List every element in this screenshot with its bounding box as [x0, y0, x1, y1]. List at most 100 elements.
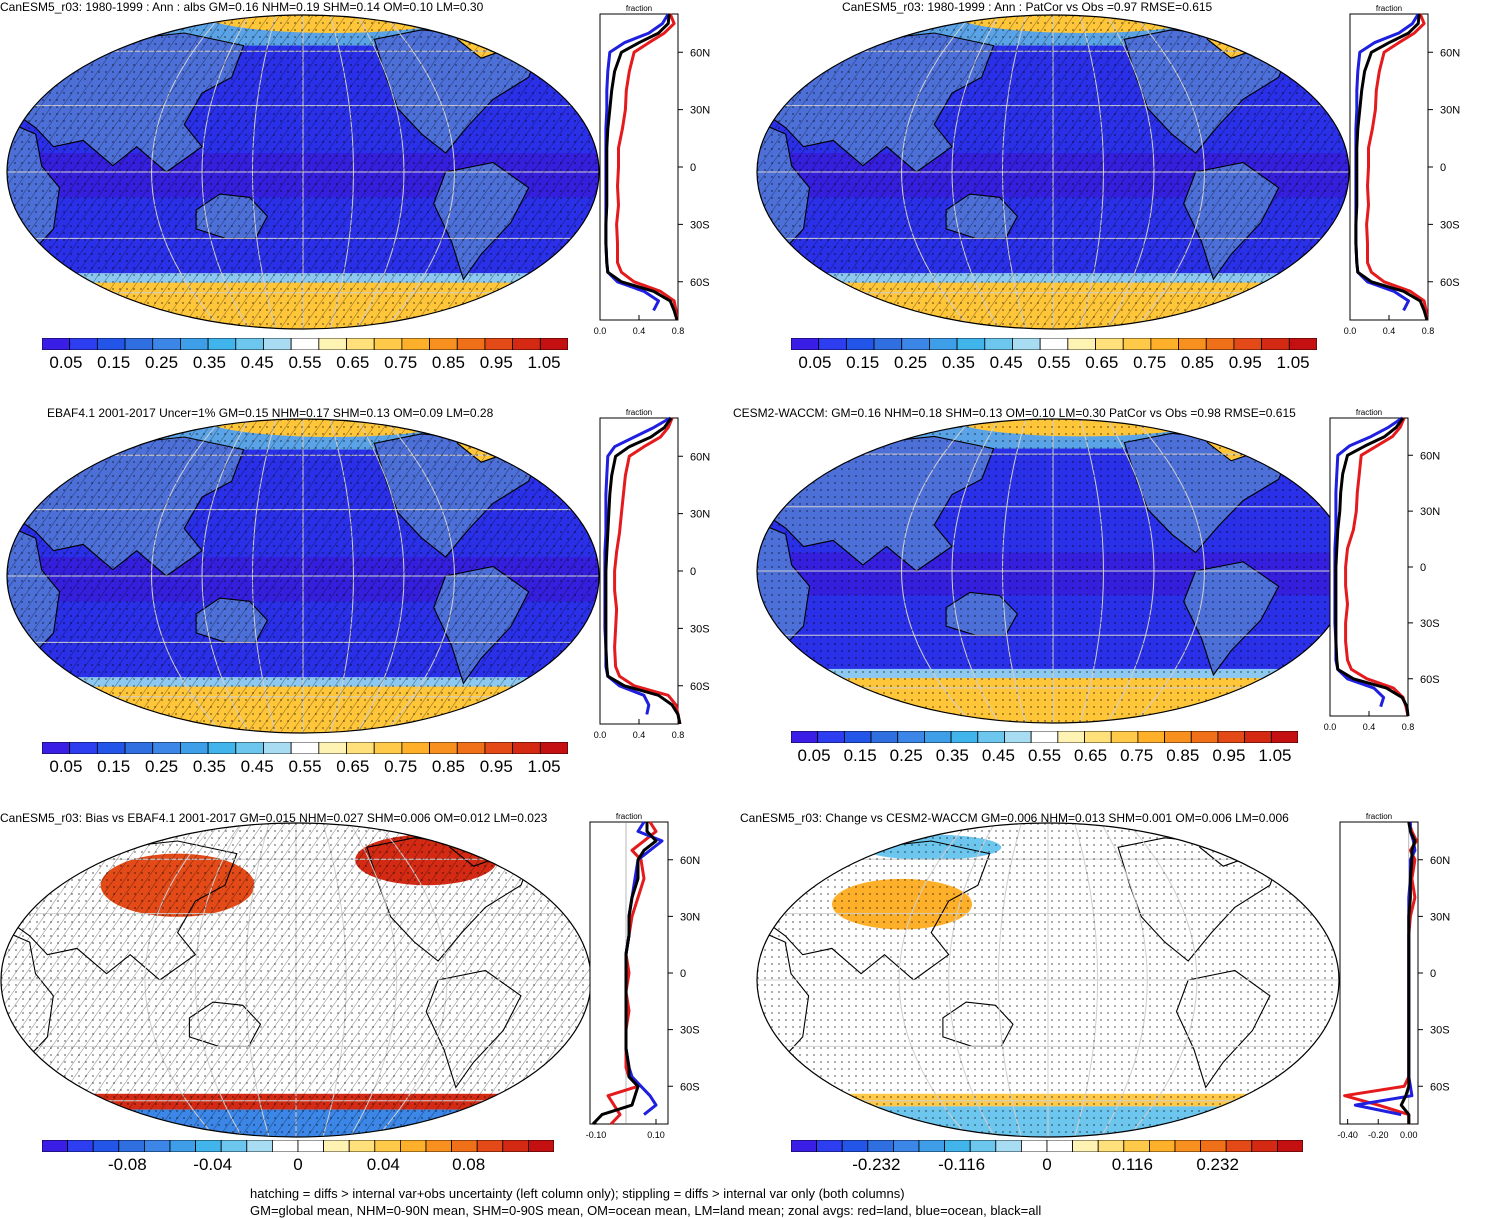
- colorbar-box: [180, 742, 209, 754]
- zonal-ytick-label: 60N: [1430, 855, 1450, 867]
- colorbar-tick-label: 0.95: [1228, 353, 1262, 372]
- zonal-xlabel: fraction: [1366, 812, 1392, 821]
- colorbar-box: [1110, 731, 1139, 743]
- colorbar-box: [124, 338, 154, 350]
- colorbar-box: [1288, 338, 1317, 350]
- colorbar-box: [401, 338, 430, 350]
- colorbar-labels-3: 0.05 0.15 0.25 0.35 0.45 0.55 0.65 0.75 0.85 0.95…: [42, 757, 568, 779]
- colorbar-box: [1164, 731, 1192, 743]
- colorbar-box: [1200, 1140, 1227, 1152]
- colorbar-tick-label: 0: [293, 1155, 303, 1174]
- zonal-xtick-label: -0.20: [1368, 1130, 1389, 1140]
- colorbar-box: [1178, 338, 1207, 350]
- colorbar-tick-label: 0.85: [1180, 353, 1214, 372]
- colorbar-box: [1225, 1140, 1253, 1152]
- colorbar-box: [893, 1140, 920, 1152]
- zonal-ytick-label: 60S: [680, 1081, 700, 1093]
- panel-title-1: CanESM5_r03: 1980-1999 : Ann : albs GM=0…: [0, 0, 484, 14]
- colorbar-box: [1190, 731, 1219, 743]
- colorbar-tick-label: 0.45: [981, 746, 1015, 765]
- colorbar-tick-label: 0.75: [384, 757, 418, 776]
- colorbar-box: [348, 1140, 376, 1152]
- colorbar-tick-label: -0.08: [107, 1155, 147, 1174]
- zonal-ytick-label: 0: [1430, 968, 1436, 980]
- colorbar-box: [924, 731, 952, 743]
- colorbar-box: [1174, 1140, 1202, 1152]
- zonal-ytick-label: 60S: [690, 681, 710, 693]
- colorbar-tick-label: 0.95: [479, 353, 513, 372]
- colorbar-box: [42, 742, 71, 754]
- zonal-xlabel: fraction: [626, 4, 652, 13]
- colorbar-box: [1123, 1140, 1150, 1152]
- zonal-plot-6: fraction 60N 30N 0 30S 60S -0.40 -0.20 0.00: [1337, 812, 1450, 1140]
- zonal-series-land: [615, 13, 679, 321]
- colorbar-tick-label: 0.35: [192, 757, 226, 776]
- colorbar-box: [484, 742, 514, 754]
- change-positive-region: [796, 1093, 856, 1107]
- colorbar-box: [246, 1140, 273, 1152]
- zonal-series-land: [1344, 417, 1410, 717]
- zonal-ytick-label: 60N: [680, 855, 700, 867]
- colorbar-tick-label: 0.05: [49, 353, 83, 372]
- colorbar-box: [323, 1140, 350, 1152]
- colorbar-tick-label: 0.15: [97, 353, 131, 372]
- colorbar-tick-label: 0.45: [240, 353, 274, 372]
- zonal-series-all: [1334, 417, 1410, 717]
- colorbar-box: [484, 338, 514, 350]
- zonal-xtick-label: 0.8: [672, 326, 685, 336]
- map-panel-6: [756, 822, 1340, 1138]
- zonal-ytick-label: 0: [680, 968, 686, 980]
- zonal-xlabel: fraction: [1356, 408, 1382, 417]
- zonal-series-all: [591, 822, 658, 1126]
- zonal-ytick-label: 60S: [1420, 674, 1440, 686]
- colorbar-box: [429, 742, 458, 754]
- colorbar-tick-label: 0.15: [843, 746, 877, 765]
- zonal-xtick-label: 0.4: [1363, 722, 1376, 732]
- colorbar-tick-label: 0.55: [1037, 353, 1071, 372]
- colorbar-box: [818, 338, 847, 350]
- map-outline: [756, 822, 1340, 1138]
- colorbar-box: [1084, 731, 1112, 743]
- colorbar-tick-label: 0: [1042, 1155, 1052, 1174]
- colorbar-box: [180, 338, 209, 350]
- zonal-series-all: [604, 13, 679, 321]
- colorbar-box: [995, 1140, 1022, 1152]
- colorbar-tick-label: 0.75: [384, 353, 418, 372]
- colorbar-box: [1004, 731, 1032, 743]
- colorbar-box: [1150, 338, 1179, 350]
- colorbar-1: [42, 338, 568, 350]
- zonal-xtick-label: 0.4: [633, 326, 646, 336]
- colorbar-box: [169, 1140, 197, 1152]
- colorbar-box: [867, 1140, 894, 1152]
- zonal-plot-2: fraction 60N 30N 0 30S 60S 0.0 0.4 0.8: [1344, 4, 1460, 336]
- colorbar-box: [1012, 338, 1041, 350]
- map-panel-3: [6, 418, 600, 734]
- map-outline: [6, 418, 600, 734]
- colorbar-box: [1057, 731, 1085, 743]
- colorbar-box: [235, 338, 264, 350]
- colorbar-tick-label: 0.05: [798, 353, 832, 372]
- zonal-xtick-label: 0.0: [1324, 722, 1337, 732]
- colorbar-labels-5: -0.08 -0.04 0 0.04 0.08: [42, 1155, 554, 1177]
- colorbar-box: [1205, 338, 1235, 350]
- zonal-ytick-label: 30N: [690, 509, 710, 521]
- zonal-ytick-label: 60N: [1440, 47, 1460, 59]
- map-outline: [756, 14, 1350, 330]
- colorbar-box: [42, 1140, 69, 1152]
- stippling-overlay: [757, 823, 1339, 1137]
- zonal-frame: [599, 13, 679, 321]
- zonal-xtick-label: -0.40: [1337, 1130, 1358, 1140]
- colorbar-tick-label: 0.65: [1074, 746, 1108, 765]
- colorbar-box: [1072, 1140, 1099, 1152]
- zonal-xtick-label: 0.4: [633, 730, 646, 740]
- colorbar-box: [346, 338, 375, 350]
- colorbar-tick-label: 0.35: [935, 746, 969, 765]
- zonal-series-all: [1354, 13, 1429, 321]
- colorbar-box: [918, 1140, 946, 1152]
- hatching-overlay: [1, 823, 591, 1137]
- colorbar-tick-label: 0.15: [97, 757, 131, 776]
- zonal-series-land: [613, 417, 682, 725]
- colorbar-box: [96, 338, 126, 350]
- zonal-ytick-label: 60N: [690, 47, 710, 59]
- panel-title-3: EBAF4.1 2001-2017 Uncer=1% GM=0.15 NHM=0…: [47, 406, 494, 420]
